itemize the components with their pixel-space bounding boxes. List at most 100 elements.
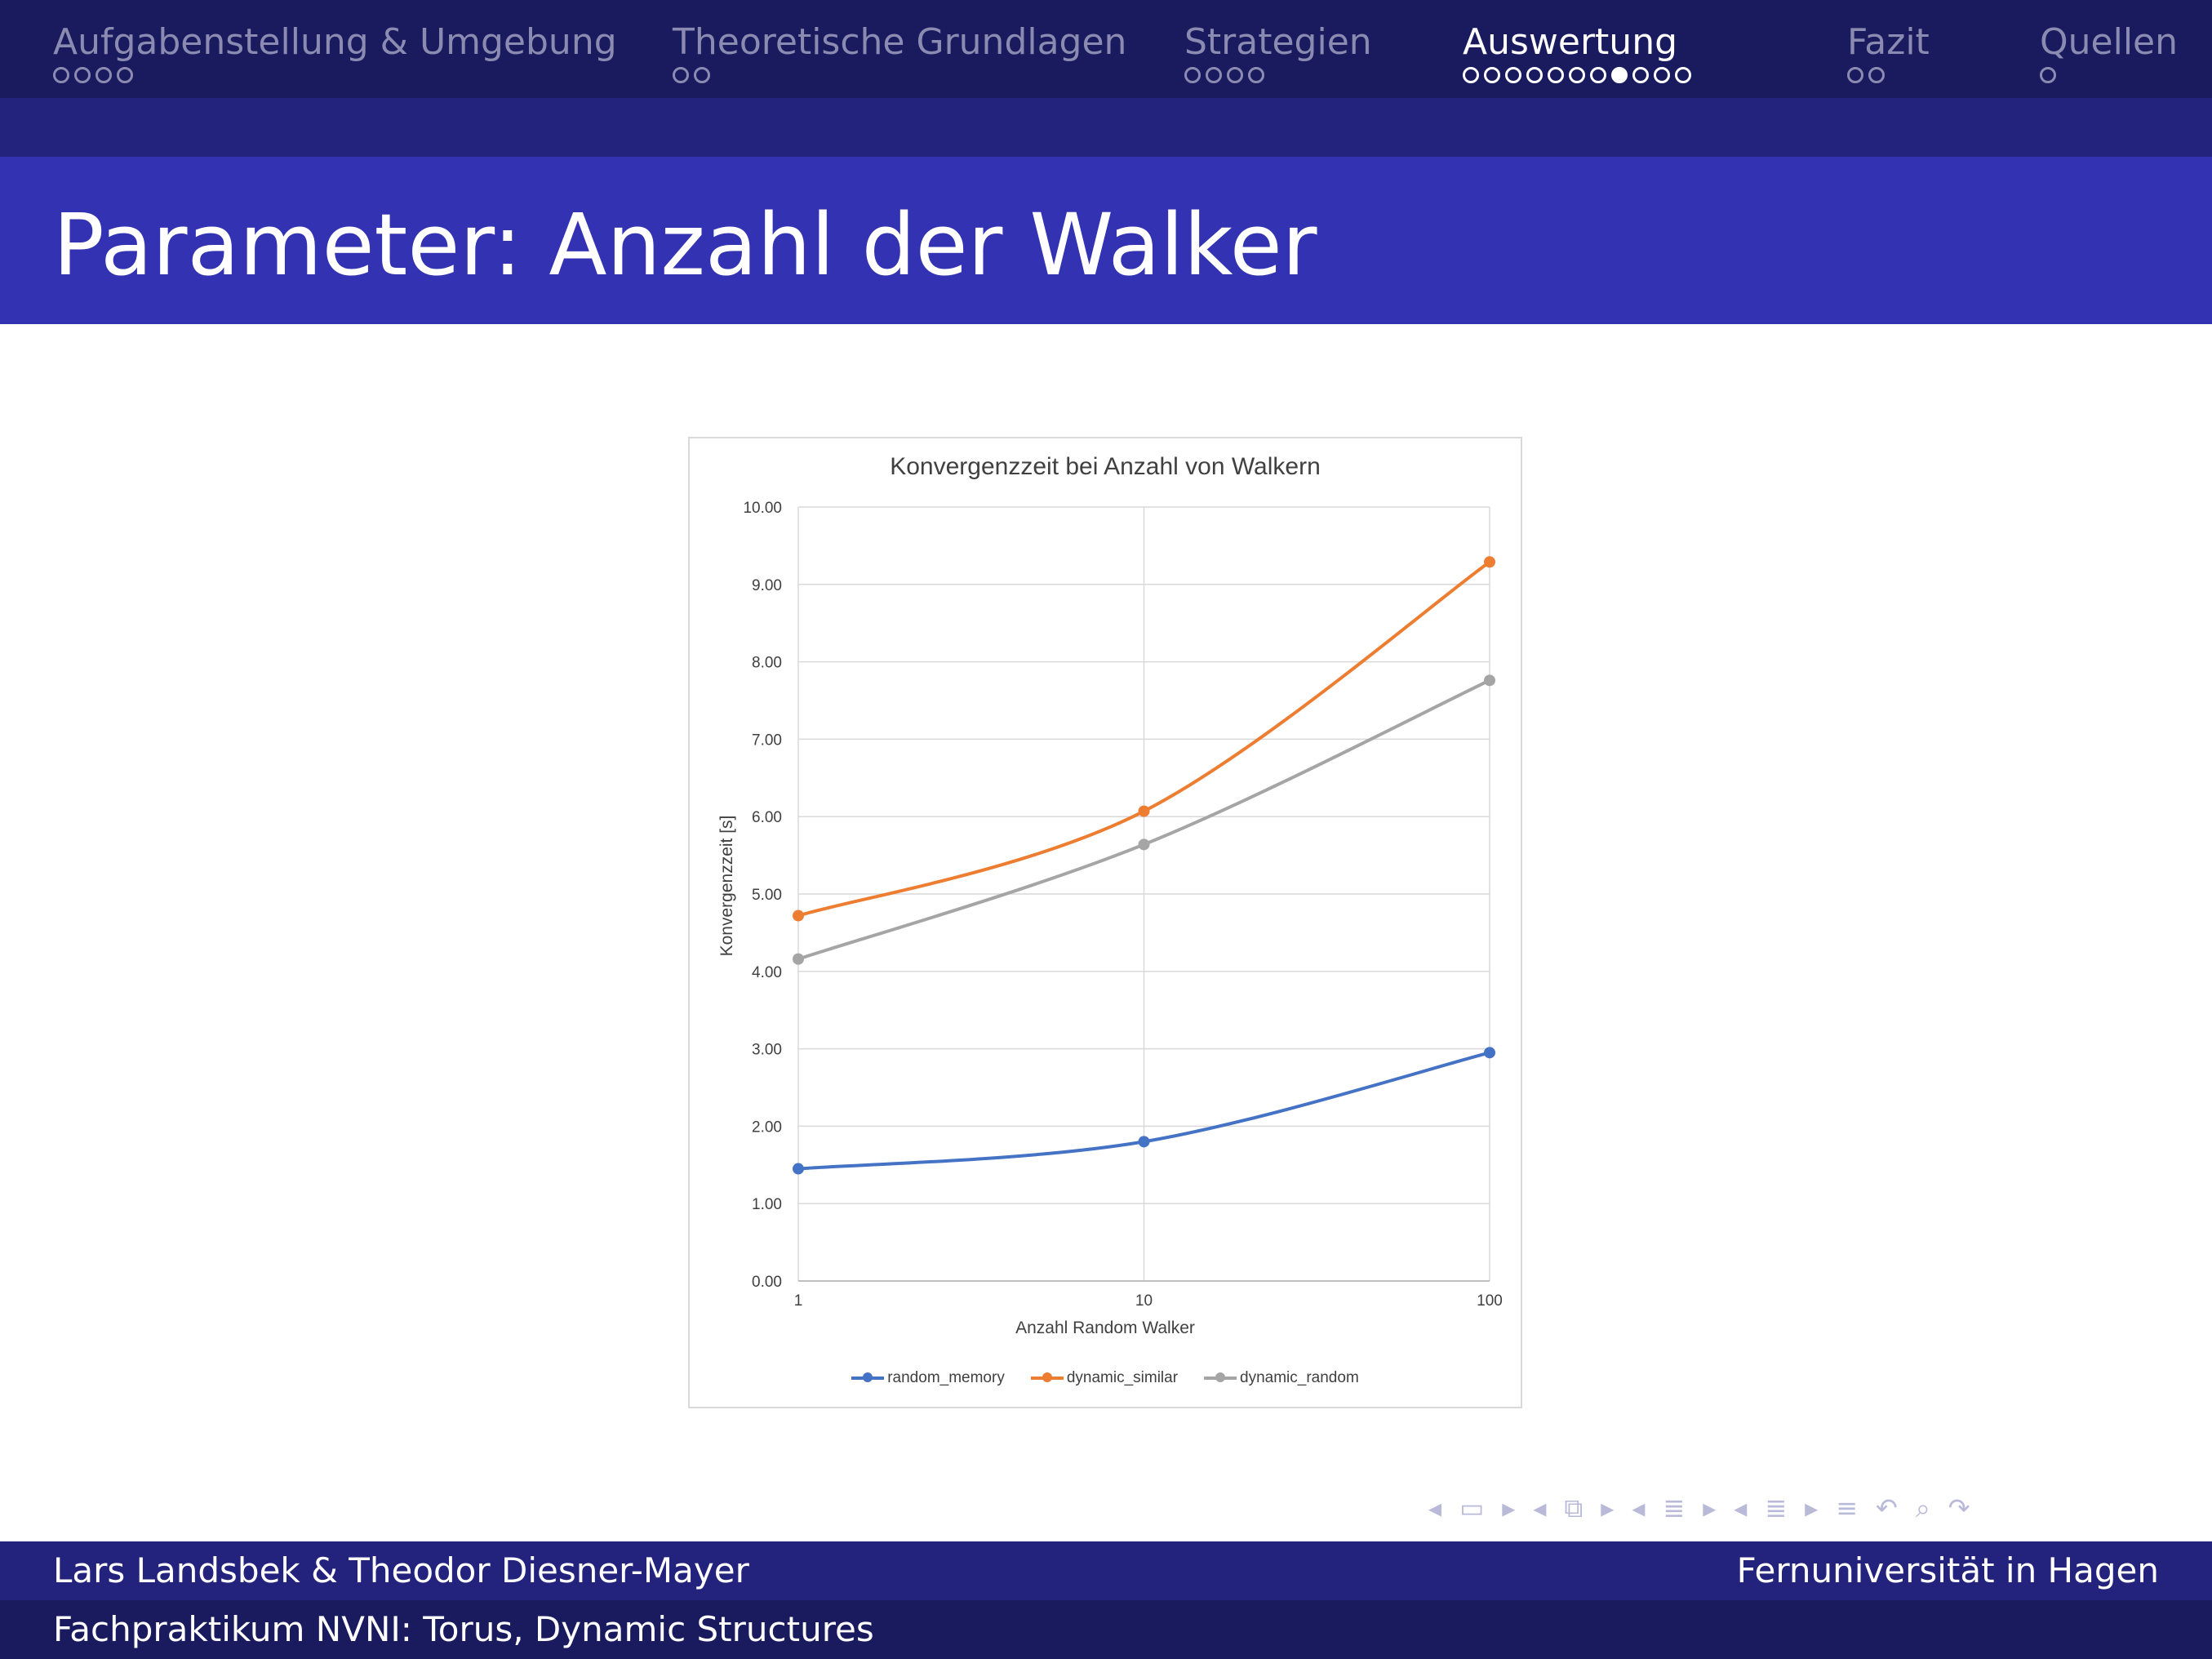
legend-marker	[1030, 1372, 1064, 1382]
nav-section-title[interactable]: Quellen	[2040, 21, 2178, 63]
nav-frame-dot[interactable]	[1868, 67, 1885, 83]
nav-frame-dot[interactable]	[1206, 67, 1222, 83]
y-tick-label: 6.00	[752, 809, 782, 826]
beamer-navigation-symbols: ◂ ▭ ▸ ◂ ⧉ ▸ ◂ ≣ ▸ ◂ ≣ ▸ ≡ ↶ ⌕ ↷	[1428, 1490, 2196, 1527]
nav-left-arrow-icon[interactable]: ◂	[1428, 1492, 1442, 1523]
nav-frame-dot[interactable]	[1526, 67, 1543, 83]
nav-right-arrow-icon[interactable]: ▸	[1805, 1492, 1819, 1523]
nav-section-5[interactable]: Quellen	[2040, 20, 2178, 83]
section-icon[interactable]: ≣	[1765, 1492, 1788, 1523]
y-tick-label: 3.00	[752, 1042, 782, 1059]
footer-authors-bar: Lars Landsbek & Theodor Diesner-Mayer Fe…	[0, 1541, 2212, 1600]
y-axis-label: Konvergenzzeit [s]	[717, 815, 736, 957]
y-tick-label: 1.00	[752, 1196, 782, 1213]
data-point-dynamic_random	[1484, 674, 1495, 687]
frame-title-bar	[0, 157, 2212, 324]
search-icon[interactable]: ⌕	[1915, 1492, 1930, 1523]
document-icon[interactable]: ≡	[1836, 1492, 1859, 1523]
nav-section-0[interactable]: Aufgabenstellung & Umgebung	[53, 20, 617, 83]
nav-frame-dot[interactable]	[1548, 67, 1564, 83]
chart-title: Konvergenzzeit bei Anzahl von Walkern	[890, 453, 1321, 480]
nav-frame-dot[interactable]	[694, 67, 710, 83]
nav-section-title[interactable]: Auswertung	[1463, 21, 1678, 63]
nav-frame-dot[interactable]	[1569, 67, 1585, 83]
footer-institution: Fernuniversität in Hagen	[1736, 1550, 2159, 1590]
nav-left-arrow-icon[interactable]: ◂	[1533, 1492, 1547, 1523]
nav-frame-dot[interactable]	[1505, 67, 1521, 83]
nav-frame-dot[interactable]	[1248, 67, 1264, 83]
legend-marker	[1204, 1372, 1237, 1382]
legend-label: dynamic_random	[1240, 1369, 1359, 1386]
nav-left-arrow-icon[interactable]: ◂	[1632, 1492, 1646, 1523]
nav-frame-dot[interactable]	[1227, 67, 1243, 83]
nav-right-arrow-icon[interactable]: ▸	[1601, 1492, 1615, 1523]
nav-frame-dot[interactable]	[1632, 67, 1649, 83]
nav-frame-dot[interactable]	[1184, 67, 1201, 83]
y-tick-label: 7.00	[752, 732, 782, 749]
nav-frame-dot[interactable]	[2040, 67, 2056, 83]
nav-frame-dot[interactable]	[74, 67, 91, 83]
nav-section-2[interactable]: Strategien	[1184, 20, 1372, 83]
nav-section-3[interactable]: Auswertung	[1463, 20, 1691, 83]
x-tick-label: 100	[1477, 1292, 1503, 1310]
legend-marker	[851, 1372, 885, 1382]
footer-course-bar: Fachpraktikum NVNI: Torus, Dynamic Struc…	[0, 1600, 2212, 1659]
data-point-random_memory	[1138, 1136, 1150, 1148]
slide-icon[interactable]: ▭	[1459, 1492, 1485, 1523]
legend-item: dynamic_random	[1204, 1369, 1359, 1387]
nav-frame-dot[interactable]	[53, 67, 69, 83]
data-point-random_memory	[1484, 1047, 1495, 1059]
y-tick-label: 10.00	[743, 500, 782, 517]
nav-section-title[interactable]: Aufgabenstellung & Umgebung	[53, 21, 617, 63]
nav-frame-dot[interactable]	[1590, 67, 1606, 83]
nav-frame-dot[interactable]	[1654, 67, 1670, 83]
data-point-dynamic_similar	[1138, 805, 1150, 817]
data-point-dynamic_similar	[1484, 556, 1495, 568]
nav-frame-dot[interactable]	[1611, 67, 1628, 83]
section-navigation-bar: Aufgabenstellung & Umgebung Theoretische …	[0, 0, 2212, 98]
nav-frame-dots	[1463, 67, 1691, 83]
back-icon[interactable]: ↶	[1876, 1492, 1898, 1523]
line-chart: Konvergenzzeit bei Anzahl von Walkern 0.…	[688, 437, 1522, 1408]
nav-right-arrow-icon[interactable]: ▸	[1502, 1492, 1516, 1523]
legend-label: dynamic_similar	[1066, 1369, 1179, 1386]
nav-left-arrow-icon[interactable]: ◂	[1734, 1492, 1748, 1523]
nav-section-1[interactable]: Theoretische Grundlagen	[673, 20, 1126, 83]
x-axis-label: Anzahl Random Walker	[1015, 1319, 1195, 1337]
nav-section-title[interactable]: Theoretische Grundlagen	[673, 21, 1127, 63]
subsection-icon[interactable]: ≣	[1663, 1492, 1686, 1523]
frame-icon[interactable]: ⧉	[1564, 1492, 1583, 1523]
nav-section-title[interactable]: Fazit	[1847, 21, 1930, 63]
nav-section-title[interactable]: Strategien	[1184, 21, 1372, 63]
frame-title: Parameter: Anzahl der Walker	[53, 195, 1317, 295]
y-tick-label: 0.00	[752, 1274, 782, 1291]
nav-frame-dot[interactable]	[1847, 67, 1863, 83]
data-point-dynamic_similar	[793, 910, 804, 922]
legend-item: dynamic_similar	[1030, 1369, 1179, 1387]
x-tick-label: 10	[1135, 1292, 1153, 1310]
nav-frame-dot[interactable]	[673, 67, 689, 83]
nav-frame-dot[interactable]	[117, 67, 133, 83]
nav-right-arrow-icon[interactable]: ▸	[1703, 1492, 1717, 1523]
nav-frame-dots	[1847, 67, 1930, 83]
nav-section-4[interactable]: Fazit	[1847, 20, 1930, 83]
forward-icon[interactable]: ↷	[1948, 1492, 1970, 1523]
chart-plot-area: 0.00 1.00 2.00 3.00 4.00 5.00 6.00 7.00 8.00 9.00…	[743, 500, 1503, 1310]
data-point-random_memory	[793, 1163, 804, 1175]
legend-label: random_memory	[887, 1369, 1005, 1386]
data-point-dynamic_random	[1138, 838, 1150, 851]
nav-frame-dots	[53, 67, 617, 83]
subsection-bar	[0, 98, 2212, 157]
y-tick-label: 2.00	[752, 1119, 782, 1136]
nav-frame-dot[interactable]	[1675, 67, 1691, 83]
nav-frame-dot[interactable]	[95, 67, 112, 83]
y-tick-label: 4.00	[752, 964, 782, 981]
nav-frame-dots	[2040, 67, 2178, 83]
data-point-dynamic_random	[793, 953, 804, 965]
legend-item: random_memory	[851, 1369, 1005, 1387]
y-tick-label: 9.00	[752, 577, 782, 594]
nav-frame-dot[interactable]	[1484, 67, 1500, 83]
nav-frame-dot[interactable]	[1463, 67, 1479, 83]
footer-course: Fachpraktikum NVNI: Torus, Dynamic Struc…	[53, 1609, 874, 1649]
y-tick-label: 8.00	[752, 655, 782, 672]
